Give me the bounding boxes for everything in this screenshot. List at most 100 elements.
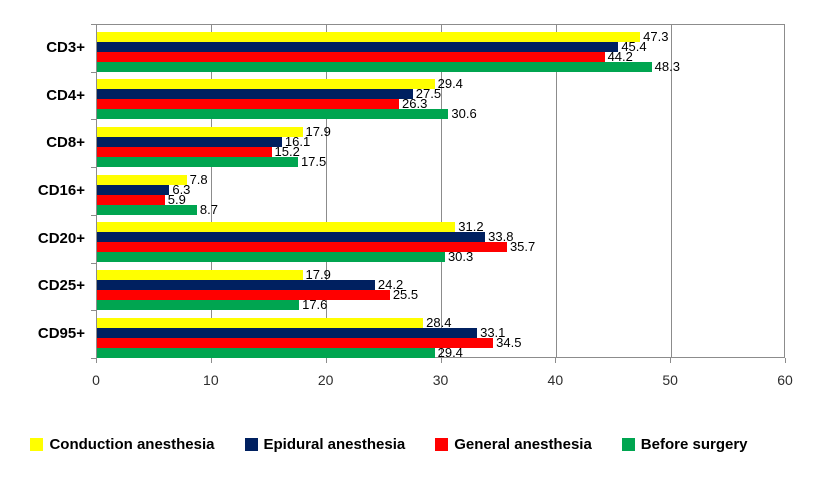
value-label: 33.1 [480,324,506,340]
value-label: 29.4 [437,76,463,92]
bar [97,79,435,90]
bar [97,337,494,348]
x-axis-tick [555,358,557,363]
bar [97,242,507,253]
value-label: 7.8 [189,171,208,187]
bar [97,280,375,291]
bar [97,31,641,42]
category-label: CD8+ [46,134,85,152]
bar [97,290,390,301]
y-axis-tick [91,214,96,216]
bar [97,174,187,185]
legend-item: Conduction anesthesia [30,436,215,453]
value-label: 25.5 [392,287,419,303]
value-label: 26.3 [402,96,428,112]
value-label: 15.2 [274,143,300,159]
value-label: 30.3 [447,249,474,265]
bar [97,136,282,147]
x-axis-tick [325,358,327,363]
legend-item: Epidural anesthesia [244,436,406,453]
value-label: 24.2 [377,277,404,293]
y-axis-tick [91,167,96,169]
gridline [326,25,328,357]
y-axis-tick [91,24,96,25]
x-axis-tick-label: 50 [662,372,678,388]
gridline [441,25,442,357]
y-axis-tick [91,119,96,121]
x-axis-tick-label: 40 [547,372,564,388]
category-label: CD4+ [46,86,85,104]
x-axis-tick-label: 60 [777,372,793,388]
legend-label: General anesthesia [454,436,592,453]
bar [97,41,619,52]
legend-swatch-icon [30,438,44,451]
x-axis-tick [440,358,442,363]
value-label: 47.3 [643,28,669,44]
x-axis-tick-label: 0 [92,372,100,388]
value-label: 17.9 [305,267,331,283]
bar [97,109,449,120]
value-label: 31.2 [458,219,484,235]
y-axis-tick [91,262,96,264]
legend-label: Epidural anesthesia [263,436,406,453]
value-label: 28.4 [426,314,452,330]
x-axis-tick [785,358,786,363]
gridline [555,25,557,357]
legend-swatch-icon [244,438,258,451]
value-label: 16.1 [284,133,311,149]
legend-label: Conduction anesthesia [49,436,215,453]
value-label: 17.5 [300,153,327,169]
value-label: 45.4 [621,38,647,54]
bar [97,270,303,281]
bar [97,184,170,195]
x-axis-tick [96,358,97,363]
value-label: 6.3 [172,181,191,197]
gridline [211,25,213,357]
bar [97,89,413,100]
legend-item: General anesthesia [435,436,592,453]
value-label: 17.9 [305,123,331,139]
legend-swatch-icon [435,438,449,451]
x-axis-tick [210,358,212,363]
value-label: 27.5 [415,86,442,102]
value-label: 17.6 [302,297,328,313]
x-axis-tick [670,358,672,363]
value-label: 33.8 [488,229,514,245]
bar [97,99,399,110]
bar [97,347,435,358]
value-label: 48.3 [654,58,680,74]
bar [97,300,300,311]
category-label: CD25+ [37,277,85,295]
value-label: 29.4 [437,344,463,360]
bar [97,146,272,157]
y-axis-tick [91,310,96,312]
bar [97,126,303,137]
value-label: 35.7 [509,239,536,255]
bar [97,252,445,263]
bar [97,222,456,233]
gridline [670,25,672,357]
y-axis-tick [91,71,96,73]
legend: Conduction anesthesia Epidural anesthesia… [0,436,778,453]
x-axis-tick-label: 20 [317,372,334,388]
value-label: 8.7 [199,201,218,217]
legend-item: Before surgery [621,436,748,453]
bar [97,51,605,62]
y-axis-tick [91,358,96,359]
value-label: 30.6 [451,106,477,122]
value-label: 5.9 [167,191,186,207]
legend-label: Before surgery [640,436,748,453]
value-label: 34.5 [496,334,522,350]
bar [97,204,197,215]
plot-area: 47.3 45.4 44.2 48.3 29.4 27.5 26.3 30.6 17.9 16.1… [96,24,785,360]
x-axis-tick-label: 10 [203,372,219,388]
category-label: CD20+ [37,229,85,247]
value-label: 44.2 [607,48,633,64]
x-axis-tick-label: 30 [432,372,449,388]
category-label: CD3+ [46,38,85,56]
bar [97,156,298,167]
bar [97,317,424,328]
bar [97,327,478,338]
bar [97,194,165,205]
